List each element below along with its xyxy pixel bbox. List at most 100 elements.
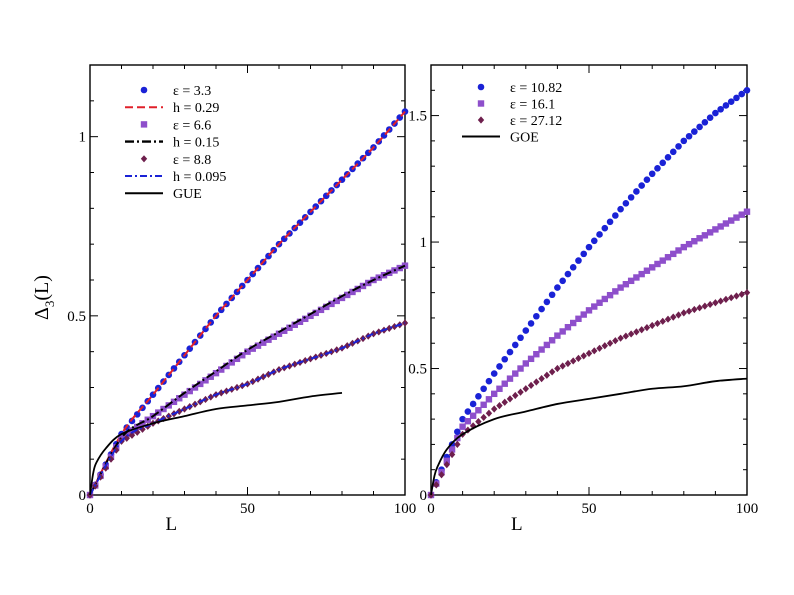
- data-point: [543, 371, 551, 379]
- data-point: [717, 223, 724, 230]
- data-point: [533, 312, 540, 320]
- data-point: [570, 319, 577, 327]
- data-point: [643, 267, 651, 274]
- data-point: [307, 355, 314, 363]
- data-point: [501, 380, 508, 387]
- y-axis-label: Δ3(L): [31, 275, 57, 320]
- data-point: [580, 311, 587, 318]
- data-point: [622, 199, 630, 207]
- data-point: [223, 362, 230, 370]
- legend-item: h = 0.15: [125, 136, 219, 151]
- data-point: [107, 455, 115, 463]
- data-point: [512, 391, 519, 400]
- data-point: [680, 137, 688, 145]
- data-point: [128, 431, 136, 439]
- data-point: [591, 303, 598, 310]
- data-point: [675, 311, 682, 319]
- data-point: [249, 345, 256, 352]
- data-point: [485, 409, 493, 417]
- data-point: [123, 434, 130, 442]
- data-point: [312, 309, 319, 317]
- data-point: [691, 128, 698, 135]
- data-point: [727, 98, 735, 105]
- data-point: [664, 315, 672, 323]
- data-point: [370, 330, 377, 338]
- data-point: [649, 264, 656, 271]
- data-point: [459, 415, 466, 423]
- data-point: [570, 357, 577, 365]
- data-point: [480, 413, 487, 422]
- data-point: [123, 430, 130, 438]
- data-point: [323, 303, 330, 311]
- data-point: [585, 307, 593, 314]
- data-point: [659, 159, 667, 167]
- y-tick-label: 0: [420, 488, 428, 504]
- legend-item: ε = 3.3: [140, 84, 211, 99]
- data-point: [134, 423, 141, 431]
- data-point: [501, 398, 508, 406]
- series-line: [89, 110, 406, 496]
- data-point: [333, 297, 340, 305]
- series-line-path: [89, 110, 406, 496]
- data-point: [527, 355, 535, 363]
- series-line: [89, 264, 406, 496]
- data-point: [669, 148, 677, 156]
- series-line: [89, 391, 343, 496]
- data-point: [260, 339, 267, 346]
- legend-marker: [140, 121, 148, 128]
- legend-label: ε = 16.1: [510, 98, 555, 113]
- data-point: [680, 243, 687, 251]
- x-axis-label: L: [511, 514, 523, 535]
- right-panel: 0 50 100 0 0.5 1 1.5 Lε = 10.82 ε = 16.1ε = 27.1…: [408, 64, 758, 535]
- data-point: [548, 368, 556, 376]
- data-point: [659, 257, 666, 264]
- data-point: [569, 264, 577, 271]
- data-point: [207, 373, 214, 380]
- y-axis-label-rest: (L): [31, 275, 53, 301]
- data-point: [265, 336, 272, 343]
- legend-item: ε = 6.6: [140, 118, 211, 133]
- data-point: [712, 226, 719, 233]
- data-point: [391, 322, 398, 331]
- data-point: [606, 218, 614, 226]
- data-point: [475, 418, 482, 426]
- data-point: [475, 393, 482, 400]
- data-point: [728, 217, 735, 224]
- data-point: [443, 461, 450, 469]
- data-point: [538, 305, 545, 313]
- data-point: [691, 305, 698, 314]
- series-line-path: [430, 377, 748, 496]
- data-point: [596, 344, 603, 352]
- data-point: [359, 282, 367, 290]
- data-point: [296, 318, 304, 326]
- data-point: [533, 350, 540, 358]
- data-point: [480, 385, 487, 393]
- data-point: [223, 387, 230, 395]
- legend-item: ε = 8.8: [140, 153, 211, 168]
- data-point: [738, 290, 745, 298]
- data-point: [491, 405, 498, 413]
- data-point: [596, 231, 603, 238]
- data-point: [664, 154, 672, 161]
- data-point: [522, 327, 530, 334]
- data-point: [191, 384, 199, 391]
- data-point: [181, 391, 188, 398]
- data-point: [738, 211, 745, 218]
- data-point: [218, 389, 225, 397]
- y-tick-label: 1: [79, 130, 87, 146]
- data-point: [575, 354, 582, 363]
- data-point: [648, 170, 656, 178]
- data-point: [291, 360, 298, 368]
- series-markers: [86, 108, 409, 499]
- data-point: [134, 428, 141, 436]
- data-point: [696, 123, 703, 131]
- data-point: [543, 341, 551, 349]
- legend-label: ε = 10.82: [510, 81, 562, 96]
- data-point: [685, 132, 693, 140]
- data-point: [691, 238, 698, 245]
- data-point: [743, 208, 751, 215]
- data-point: [244, 348, 251, 355]
- data-point: [438, 471, 445, 479]
- data-point: [564, 359, 572, 368]
- data-point: [265, 370, 272, 378]
